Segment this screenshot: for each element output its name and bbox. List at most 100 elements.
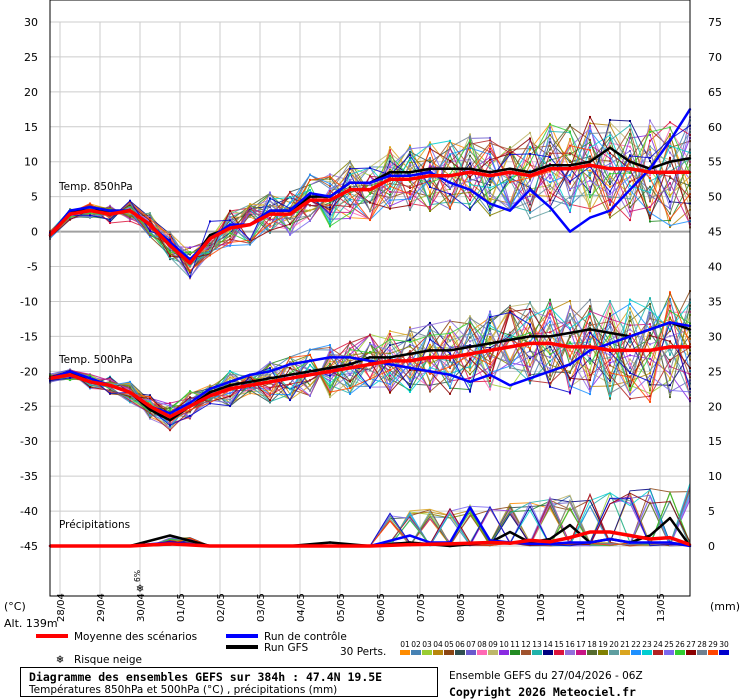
pert-point: [609, 397, 611, 400]
right-tick-label: 45: [708, 226, 722, 239]
pert-point: [509, 387, 511, 390]
pert-point: [389, 344, 391, 347]
series-point: [348, 366, 352, 370]
pert-point: [389, 199, 391, 202]
pert-point: [169, 247, 171, 250]
pert-point: [549, 188, 551, 191]
pert-id-label: 03: [422, 640, 432, 649]
pert-point: [589, 321, 591, 324]
pert-point: [89, 214, 91, 217]
series-point: [308, 191, 312, 195]
pert-point: [329, 201, 331, 204]
pert-point: [289, 217, 291, 220]
pert-point: [649, 389, 651, 392]
pert-point: [349, 355, 351, 358]
series-point: [648, 328, 652, 331]
pert-point: [629, 354, 631, 357]
series-point: [588, 530, 592, 534]
pert-point: [529, 379, 531, 382]
pert-point: [389, 380, 391, 383]
pert-point: [149, 398, 151, 401]
pert-point: [329, 220, 331, 223]
pert-point: [569, 319, 571, 322]
pert-point: [529, 217, 531, 220]
pert-point: [469, 367, 471, 370]
series-point: [228, 384, 232, 387]
pert-point: [549, 363, 551, 366]
pert-point: [229, 373, 231, 376]
series-point: [248, 380, 252, 384]
pert-point: [469, 319, 471, 322]
pert-point: [149, 410, 151, 413]
pert-point: [169, 238, 171, 241]
pert-point: [429, 366, 431, 369]
pert-point: [649, 357, 651, 360]
pert-point: [429, 388, 431, 391]
pert-point: [369, 369, 371, 372]
pert-point: [409, 334, 411, 337]
series-point: [328, 198, 332, 202]
pert-point: [389, 371, 391, 374]
pert-point: [609, 121, 611, 124]
left-tick-label: -20: [20, 365, 38, 378]
pert-point: [429, 179, 431, 182]
pert-point: [489, 338, 491, 341]
series-point: [388, 356, 392, 359]
pert-point: [569, 145, 571, 148]
pert-point: [609, 305, 611, 308]
pert-point: [609, 359, 611, 362]
pert-point: [409, 343, 411, 346]
pert-point: [229, 404, 231, 407]
pert-id-label: 07: [466, 640, 476, 649]
series-point: [408, 534, 412, 537]
pert-point: [649, 311, 651, 314]
pert-swatch-24: [653, 650, 663, 655]
pert-point: [369, 219, 371, 222]
pert-point: [669, 384, 671, 387]
pert-point: [609, 175, 611, 178]
pert-point: [649, 205, 651, 208]
pert-point: [429, 161, 431, 164]
pert-point: [629, 389, 631, 392]
pert-point: [469, 363, 471, 366]
series-point: [528, 377, 532, 380]
pert-point: [409, 152, 411, 155]
pert-point: [289, 196, 291, 199]
pert-point: [289, 372, 291, 375]
pert-point: [609, 394, 611, 397]
pert-point: [549, 130, 551, 133]
pert-point: [549, 338, 551, 341]
pert-point: [649, 354, 651, 357]
pert-point: [429, 386, 431, 389]
pert-point: [309, 194, 311, 197]
pert-point: [469, 317, 471, 320]
series-point: [568, 363, 572, 366]
pert-point: [529, 316, 531, 319]
pert-point: [549, 141, 551, 144]
pert-point: [409, 176, 411, 179]
pert-point: [489, 380, 491, 383]
pert-point: [569, 153, 571, 156]
pert-point: [589, 298, 591, 301]
pert-point: [649, 377, 651, 380]
pert-point: [369, 386, 371, 389]
pert-point: [129, 382, 131, 385]
pert-point: [609, 198, 611, 201]
pert-point: [329, 384, 331, 387]
pert-point: [289, 393, 291, 396]
series-point: [168, 244, 172, 247]
pert-point: [569, 348, 571, 351]
series-point: [588, 160, 592, 163]
pert-point: [629, 311, 631, 314]
series-point: [328, 366, 332, 370]
pert-point: [469, 365, 471, 368]
pert-point: [349, 380, 351, 383]
pert-point: [669, 309, 671, 312]
pert-point: [89, 382, 91, 385]
pert-id-label: 25: [664, 640, 674, 649]
pert-point: [669, 304, 671, 307]
series-point: [668, 171, 672, 174]
left-tick-label: -10: [20, 295, 38, 308]
pert-point: [329, 208, 331, 211]
pert-point: [429, 382, 431, 385]
